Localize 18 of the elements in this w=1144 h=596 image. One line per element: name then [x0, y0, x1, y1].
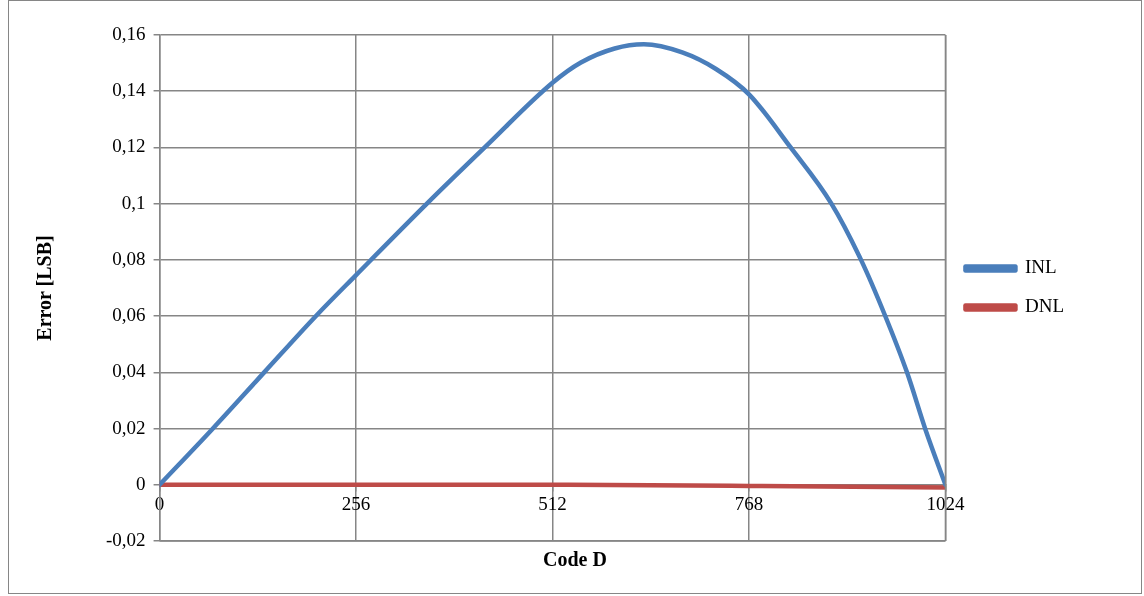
y-tick-label: 0,08	[112, 247, 146, 269]
x-tick-label: 512	[538, 493, 567, 515]
y-tick-label: 0,02	[112, 416, 146, 438]
x-tick-label: 256	[341, 493, 371, 515]
y-tick-label: 0,12	[112, 135, 146, 157]
y-tick-label: 0,14	[112, 79, 147, 101]
legend-label: DNL	[1024, 295, 1065, 317]
legend-label: INL	[1024, 256, 1057, 278]
y-tick-label: 0,1	[121, 191, 146, 213]
y-tick-label: 0,04	[112, 360, 147, 382]
y-tick-label: 0	[136, 472, 146, 494]
x-axis-title: Code D	[542, 548, 608, 571]
x-tick-label: 768	[734, 493, 764, 515]
y-tick-label: 0,06	[112, 304, 146, 326]
x-tick-label: 1024	[926, 493, 965, 515]
y-tick-label: 0,16	[112, 22, 146, 44]
y-tick-label: -0,02	[106, 528, 146, 550]
y-axis-title: Error [LSB]	[33, 235, 56, 341]
